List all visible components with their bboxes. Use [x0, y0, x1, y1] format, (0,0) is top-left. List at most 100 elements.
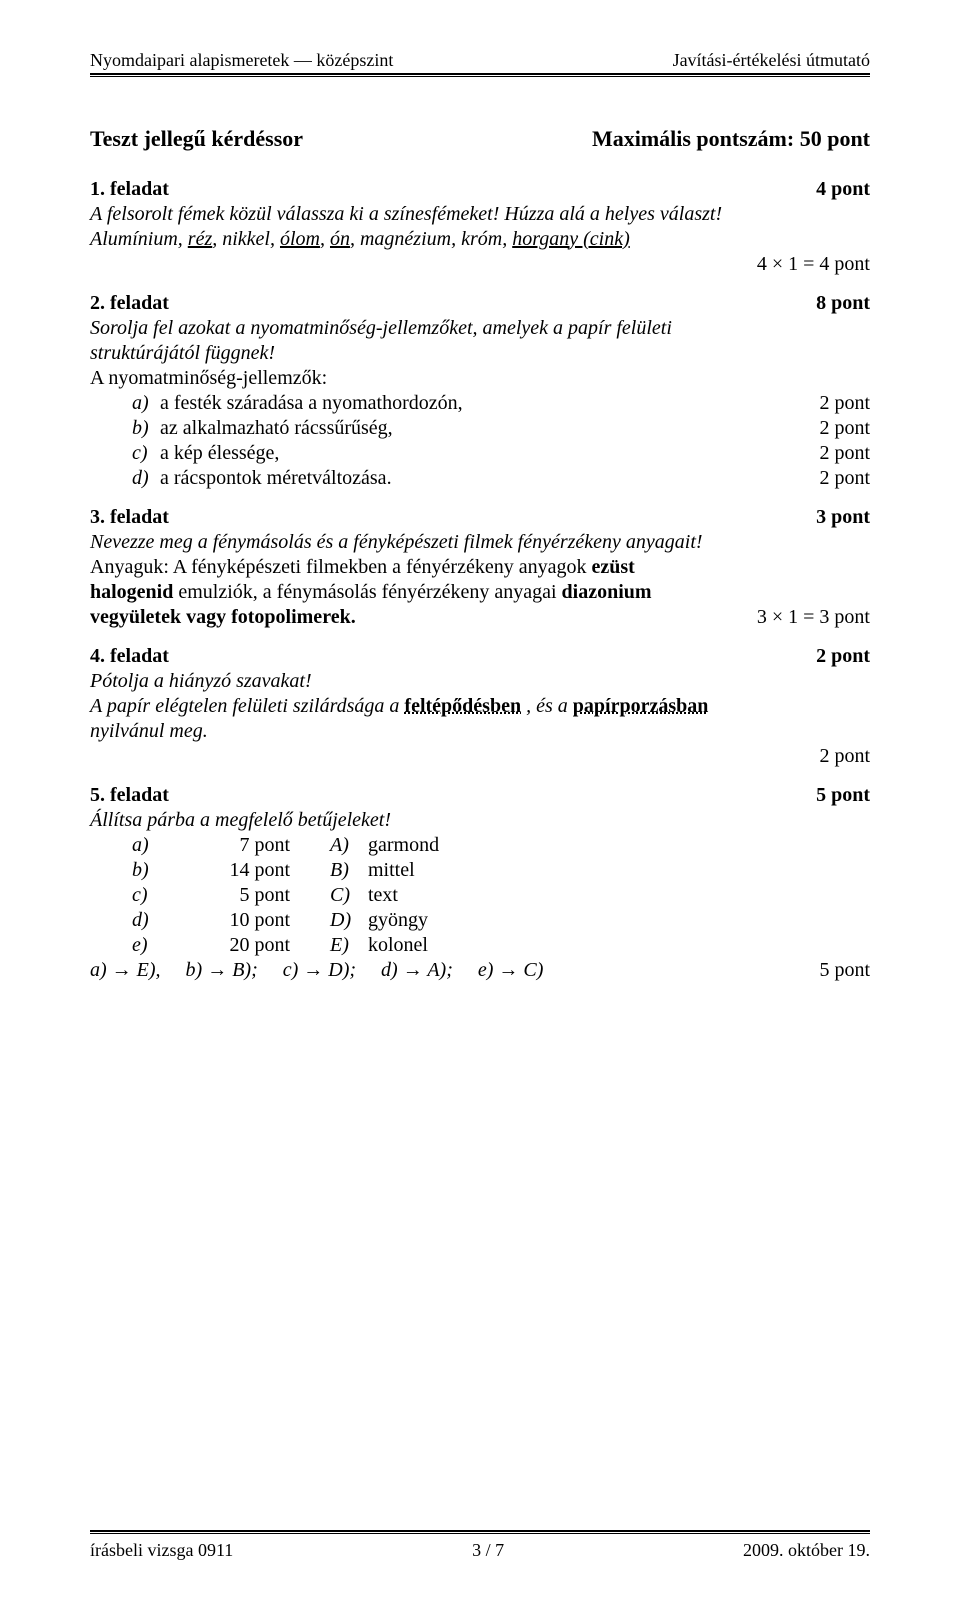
task1-question: A felsorolt fémek közül válassza ki a sz… [90, 202, 870, 227]
t2-c-pt: 2 pont [819, 441, 870, 466]
task5-question: Állítsa párba a megfelelő betűjeleket! [90, 808, 870, 833]
task5-head-right: 5 pont [816, 783, 870, 808]
task2-item-b: b)az alkalmazható rácssűrűség, 2 pont [132, 416, 870, 441]
t5-r2-l2: 5 pont [170, 883, 330, 908]
t5-r4-l4: kolonel [368, 933, 518, 958]
task1-head-right: 4 pont [816, 177, 870, 202]
t3-l1a: Anyaguk: A fényképészeti filmekben a fén… [90, 556, 591, 578]
t5-r2-l3: C) [330, 883, 368, 908]
t5-r1-l4: mittel [368, 858, 518, 883]
table-row: d) 10 pont D) gyöngy [132, 908, 870, 933]
page: Nyomdaipari alapismeretek — középszint J… [0, 0, 960, 1601]
title-row: Teszt jellegű kérdéssor Maximális pontsz… [90, 125, 870, 153]
task2-item-c: c)a kép élessége, 2 pont [132, 441, 870, 466]
t4-l1a: A papír elégtelen felületi szilárdsága a [90, 695, 404, 717]
marker-a: a) [132, 391, 160, 416]
task2-head-right: 8 pont [816, 291, 870, 316]
t1-u4: horgany (cink) [512, 228, 630, 250]
table-row: b) 14 pont B) mittel [132, 858, 870, 883]
t5-r3-l1: d) [132, 908, 170, 933]
t5-r3-l3: D) [330, 908, 368, 933]
table-row: c) 5 pont C) text [132, 883, 870, 908]
task3-line1: Anyaguk: A fényképészeti filmekben a fén… [90, 555, 870, 580]
t2-a-pt: 2 pont [819, 391, 870, 416]
t3-l3a: vegyületek vagy fotopolimerek. [90, 605, 356, 630]
t1-m2: , [320, 228, 330, 250]
t5-r2-l1: c) [132, 883, 170, 908]
t1-u1: réz [188, 228, 212, 250]
footer-rule-1 [90, 1530, 870, 1532]
marker-d: d) [132, 466, 160, 491]
task3-line2: halogenid emulziók, a fénymásolás fényér… [90, 580, 870, 605]
t5-r0-l2: 7 pont [170, 833, 330, 858]
t1-u3: ón [330, 228, 350, 250]
t5-r3-l4: gyöngy [368, 908, 518, 933]
task4-head-left: 4. feladat [90, 644, 169, 669]
footer-center: 3 / 7 [472, 1540, 504, 1561]
table-row: a) 7 pont A) garmond [132, 833, 870, 858]
t5-r1-l3: B) [330, 858, 368, 883]
t5-r0-l3: A) [330, 833, 368, 858]
task1-score: 4 × 1 = 4 pont [90, 252, 870, 277]
task4-line2: nyilvánul meg. [90, 719, 870, 744]
t3-l2c: diazonium [562, 581, 652, 603]
t2-c: a kép élessége, [160, 441, 279, 466]
task3-question: Nevezze meg a fénymásolás és a fényképés… [90, 530, 870, 555]
t2-b-pt: 2 pont [819, 416, 870, 441]
task3-line3: vegyületek vagy fotopolimerek. 3 × 1 = 3… [90, 605, 870, 630]
t4-fill2: papírporzásban [573, 695, 709, 717]
task5-table: a) 7 pont A) garmond b) 14 pont B) mitte… [132, 833, 870, 958]
task5-answer: a) → E), b) → B); c) → D); d) → A); e) →… [90, 958, 543, 983]
task4-score: 2 pont [90, 744, 870, 769]
task2-head-left: 2. feladat [90, 291, 169, 316]
task5-answer-row: a) → E), b) → B); c) → D); d) → A); e) →… [90, 958, 870, 983]
task2-item-d: d)a rácspontok méretváltozása. 2 pont [132, 466, 870, 491]
task4-question: Pótolja a hiányzó szavakat! [90, 669, 870, 694]
footer-line: írásbeli vizsga 0911 3 / 7 2009. október… [90, 1540, 870, 1561]
t5-r0-l1: a) [132, 833, 170, 858]
task2-list: a)a festék száradása a nyomathordozón, 2… [132, 391, 870, 491]
task4-head-right: 2 pont [816, 644, 870, 669]
task2-question-line1: Sorolja fel azokat a nyomatminőség-jelle… [90, 316, 870, 341]
t3-l2b: emulziók, a fénymásolás fényérzékeny any… [178, 581, 561, 603]
footer-left: írásbeli vizsga 0911 [90, 1540, 233, 1561]
task3-head: 3. feladat 3 pont [90, 505, 870, 530]
task5-head-left: 5. feladat [90, 783, 169, 808]
t1-m3: , magnézium, króm, [350, 228, 512, 250]
t3-l1b: ezüst [591, 556, 634, 578]
t5-r4-l2: 20 pont [170, 933, 330, 958]
table-row: e) 20 pont E) kolonel [132, 933, 870, 958]
title-left: Teszt jellegű kérdéssor [90, 125, 303, 153]
content: Teszt jellegű kérdéssor Maximális pontsz… [90, 125, 870, 983]
t2-d-pt: 2 pont [819, 466, 870, 491]
header-left: Nyomdaipari alapismeretek — középszint [90, 50, 393, 71]
t5-r0-l4: garmond [368, 833, 518, 858]
task5-score: 5 pont [819, 958, 870, 983]
task3-head-left: 3. feladat [90, 505, 169, 530]
task4-head: 4. feladat 2 pont [90, 644, 870, 669]
header-rule-2 [90, 76, 870, 77]
t5-r4-l1: e) [132, 933, 170, 958]
t5-r3-l2: 10 pont [170, 908, 330, 933]
task2-item-a: a)a festék száradása a nyomathordozón, 2… [132, 391, 870, 416]
t2-a: a festék száradása a nyomathordozón, [160, 391, 463, 416]
marker-c: c) [132, 441, 160, 466]
task1-answer-line: Alumínium, réz, nikkel, ólom, ón, magnéz… [90, 227, 870, 252]
task5-head: 5. feladat 5 pont [90, 783, 870, 808]
task1-head-left: 1. feladat [90, 177, 169, 202]
header-rule-1 [90, 73, 870, 75]
marker-b: b) [132, 416, 160, 441]
t5-r1-l2: 14 pont [170, 858, 330, 883]
task3-score: 3 × 1 = 3 pont [757, 605, 870, 630]
t1-u2: ólom [280, 228, 320, 250]
t3-l2a: halogenid [90, 581, 178, 603]
task1-head: 1. feladat 4 pont [90, 177, 870, 202]
task2-intro: A nyomatminőség-jellemzők: [90, 366, 870, 391]
task3-head-right: 3 pont [816, 505, 870, 530]
header-right: Javítási-értékelési útmutató [673, 50, 870, 71]
t2-d: a rácspontok méretváltozása. [160, 466, 392, 491]
t1-m1: , nikkel, [212, 228, 280, 250]
page-header: Nyomdaipari alapismeretek — középszint J… [90, 50, 870, 71]
t5-r2-l4: text [368, 883, 518, 908]
footer-rule-2 [90, 1533, 870, 1534]
